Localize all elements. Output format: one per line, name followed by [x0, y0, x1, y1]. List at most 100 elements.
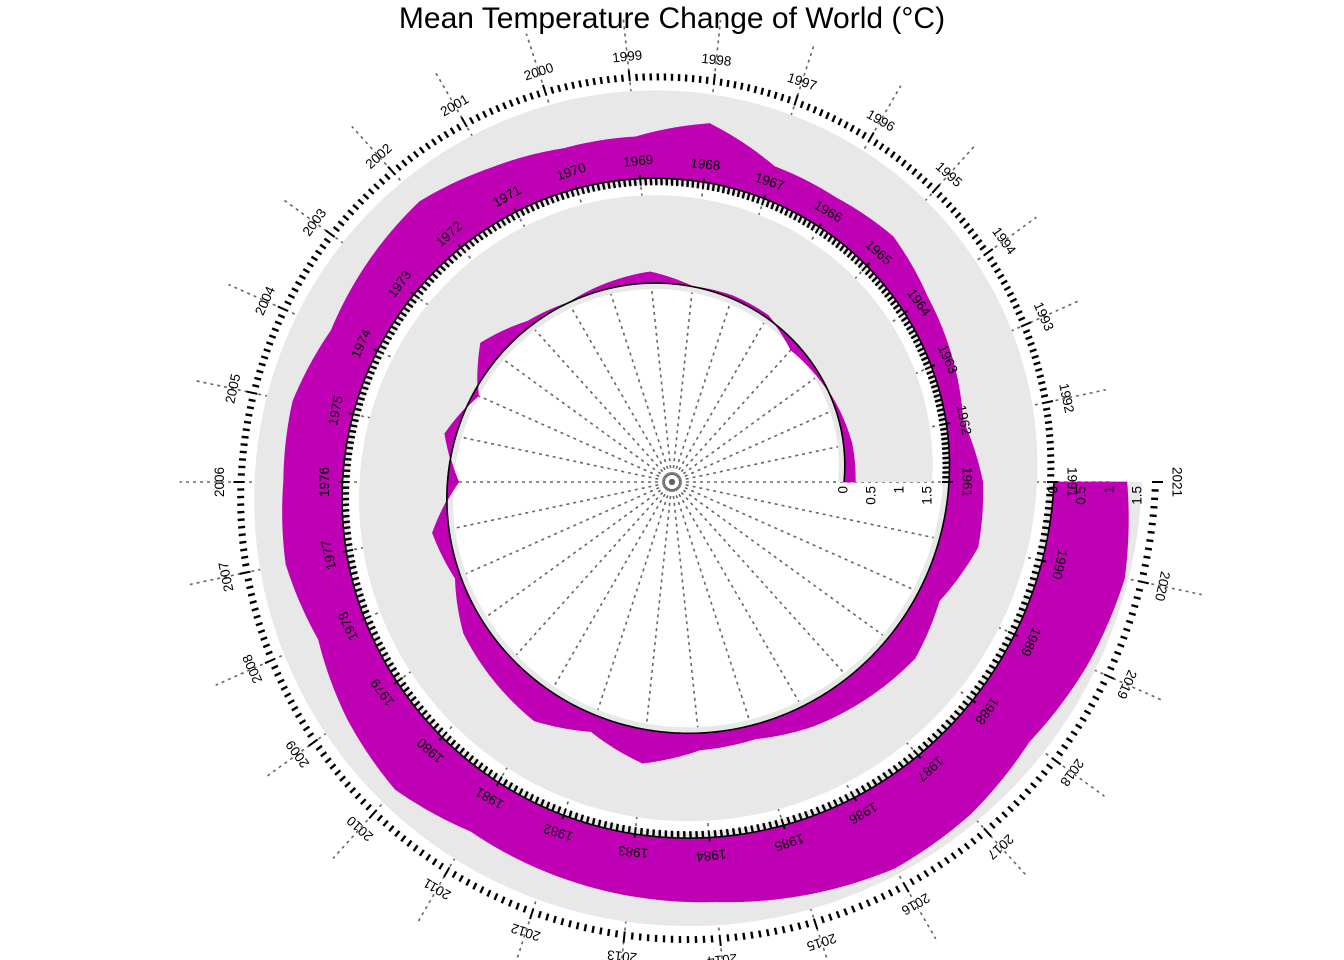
radial-gridline [671, 299, 1081, 483]
month-tick [291, 287, 299, 293]
month-tick [575, 922, 580, 930]
month-tick [933, 393, 941, 399]
month-tick [895, 885, 901, 893]
month-tick [238, 533, 246, 537]
year-tick [849, 791, 858, 802]
year-label: 1984 [695, 846, 727, 864]
month-tick [342, 514, 350, 518]
month-tick [1148, 522, 1156, 526]
month-tick [488, 107, 494, 116]
month-tick [644, 178, 648, 186]
month-tick [803, 810, 809, 819]
month-tick [1125, 619, 1134, 625]
month-tick [765, 929, 770, 937]
month-tick [937, 861, 944, 869]
month-tick [477, 233, 484, 241]
month-tick [719, 829, 724, 837]
month-tick [347, 435, 356, 439]
month-tick [857, 261, 865, 269]
month-tick [861, 131, 867, 140]
year-label: 2010 [344, 813, 376, 844]
month-tick [793, 213, 799, 221]
month-tick [844, 793, 850, 802]
month-tick [246, 405, 255, 410]
month-tick [993, 267, 1002, 274]
year-tick [349, 412, 361, 417]
year-tick [1051, 757, 1062, 766]
month-tick [280, 685, 288, 691]
month-tick [348, 429, 357, 434]
month-tick [943, 856, 950, 864]
month-tick [1044, 420, 1053, 425]
month-tick [350, 424, 358, 428]
month-tick [394, 830, 401, 838]
month-tick [940, 196, 948, 204]
month-tick [997, 273, 1005, 280]
year-tick [898, 309, 909, 318]
month-tick [353, 582, 361, 587]
month-tick [257, 629, 266, 634]
year-tick [718, 934, 722, 947]
month-tick [825, 111, 830, 120]
month-tick [468, 754, 475, 763]
month-tick [242, 428, 250, 432]
month-tick [941, 437, 949, 441]
month-tick [570, 189, 575, 198]
year-tick [264, 657, 276, 665]
month-tick [810, 223, 816, 231]
month-tick [954, 212, 962, 219]
month-tick [302, 268, 310, 274]
month-tick [443, 261, 451, 268]
month-tick [510, 213, 516, 221]
month-tick [751, 194, 756, 203]
month-tick [361, 385, 369, 391]
month-tick [507, 899, 513, 907]
year-tick [561, 808, 567, 820]
month-tick [395, 164, 402, 171]
month-tick [332, 226, 340, 233]
month-tick [786, 95, 792, 104]
month-tick [880, 892, 886, 901]
month-tick [1146, 539, 1154, 543]
month-tick [438, 862, 444, 870]
month-tick [858, 902, 864, 910]
month-tick [1113, 650, 1122, 656]
year-label: 1990 [1049, 548, 1070, 581]
month-tick [291, 705, 299, 712]
month-tick [784, 208, 789, 216]
month-tick [346, 440, 355, 445]
month-tick [868, 272, 875, 279]
month-tick [239, 540, 247, 544]
month-tick [878, 143, 885, 151]
month-tick [970, 837, 977, 845]
radial-axis-label: 0 [1046, 486, 1061, 494]
year-label: 2015 [805, 930, 838, 954]
month-tick [540, 798, 545, 807]
month-tick [926, 182, 933, 189]
month-tick [1096, 688, 1104, 694]
month-tick [342, 509, 350, 513]
year-label: 2020 [1152, 570, 1173, 603]
month-tick [475, 113, 481, 122]
month-tick [432, 722, 440, 730]
month-tick [1046, 434, 1054, 438]
month-tick [880, 287, 888, 295]
month-tick [812, 106, 818, 114]
month-tick [310, 255, 319, 262]
month-tick [892, 303, 900, 310]
month-tick [1009, 297, 1018, 304]
year-tick [1042, 400, 1054, 405]
month-tick [384, 334, 393, 341]
month-tick [358, 598, 366, 604]
month-tick [344, 781, 351, 788]
month-tick [1027, 341, 1035, 347]
month-tick [846, 251, 853, 259]
month-tick [766, 89, 771, 97]
month-tick [251, 607, 259, 612]
month-tick [421, 709, 428, 717]
month-tick [271, 664, 279, 670]
month-tick [1033, 361, 1041, 366]
year-tick [760, 194, 767, 206]
month-tick [1000, 279, 1008, 286]
month-tick [585, 816, 590, 824]
